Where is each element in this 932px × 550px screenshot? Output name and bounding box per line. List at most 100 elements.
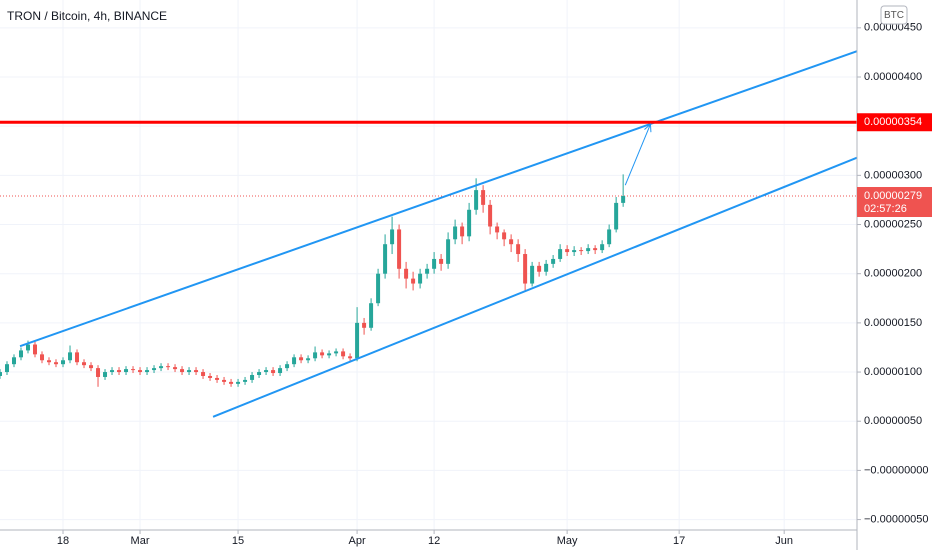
candle-body <box>621 196 626 203</box>
candle-body <box>341 351 346 357</box>
trend-line <box>212 156 857 418</box>
plot-area <box>0 50 857 418</box>
candle-body <box>215 377 220 380</box>
candle-body <box>40 354 45 361</box>
horizontal-line-label-bg <box>857 113 932 132</box>
candle-body <box>75 352 80 363</box>
candle-body <box>474 190 479 210</box>
last-price-label: 0.00000279 <box>864 190 922 202</box>
x-tick-label: Jun <box>775 535 793 547</box>
currency-label: BTC <box>884 10 904 21</box>
candle-body <box>96 368 101 377</box>
candle-body <box>544 263 549 272</box>
candle-body <box>320 352 325 356</box>
candle-body <box>551 258 556 264</box>
y-tick-label: 0.00000300 <box>864 169 922 181</box>
candle-body <box>572 250 577 253</box>
candle-body <box>222 379 227 382</box>
countdown-label: 02:57:26 <box>864 203 907 215</box>
candle-body <box>446 239 451 264</box>
candle-body <box>425 268 430 274</box>
candle-body <box>68 352 73 361</box>
candle-body <box>271 370 276 374</box>
candle-body <box>614 202 619 230</box>
candle-body <box>593 248 598 251</box>
candle-body <box>54 362 59 365</box>
candle-body <box>397 229 402 269</box>
candle-body <box>299 357 304 361</box>
candle-body <box>103 372 108 377</box>
candle-body <box>124 369 129 373</box>
candle-body <box>467 209 472 237</box>
candle-body <box>208 375 213 378</box>
candle-body <box>502 232 507 240</box>
candle-body <box>250 375 255 380</box>
candle-body <box>523 254 528 284</box>
candle-body <box>306 358 311 361</box>
candle-body <box>411 278 416 284</box>
candle-body <box>292 357 297 365</box>
y-tick-label: 0.00000150 <box>864 317 922 329</box>
candle-body <box>19 350 24 358</box>
candle-body <box>180 369 185 373</box>
candle-body <box>537 265 542 272</box>
arrow-head <box>644 123 652 133</box>
currency-badge[interactable] <box>880 5 908 25</box>
candle-body <box>481 190 486 205</box>
candle-body <box>110 370 115 373</box>
candle-body <box>488 204 493 227</box>
candle-body <box>5 364 10 373</box>
candle-body <box>383 244 388 274</box>
y-tick-label: −0.00000000 <box>864 464 929 476</box>
candle-body <box>131 369 136 371</box>
candle-body <box>509 239 514 245</box>
candle-body <box>495 226 500 233</box>
candle-body <box>173 367 178 370</box>
chart-title: TRON / Bitcoin, 4h, BINANCE <box>7 9 167 23</box>
candle-body <box>516 244 521 255</box>
candle-body <box>243 379 248 382</box>
candle-body <box>89 365 94 369</box>
horizontal-line-label: 0.00000354 <box>864 116 922 128</box>
candle-body <box>138 370 143 373</box>
arrow-line <box>624 124 651 186</box>
x-tick-label: 15 <box>232 535 244 547</box>
candle-body <box>369 303 374 328</box>
x-tick-label: Apr <box>349 535 366 547</box>
candle-body <box>61 360 66 365</box>
candle-body <box>579 250 584 252</box>
candle-body <box>390 229 395 245</box>
candle-body <box>12 357 17 365</box>
axes: 0.000004500.000004000.000003500.00000300… <box>57 22 932 547</box>
candle-body <box>586 248 591 252</box>
candle-body <box>166 366 171 368</box>
candle-body <box>0 372 2 376</box>
y-tick-label: 0.00000400 <box>864 71 922 83</box>
candle-body <box>439 258 444 264</box>
candle-body <box>313 352 318 359</box>
candle-body <box>376 273 381 304</box>
candle-body <box>607 229 612 245</box>
y-tick-label: 0.00000450 <box>864 22 922 34</box>
candle-body <box>236 381 241 384</box>
candle-body <box>432 258 437 269</box>
y-tick-label: −0.00000050 <box>864 513 929 525</box>
candle-body <box>334 351 339 354</box>
candle-body <box>565 249 570 253</box>
candle-body <box>600 244 605 251</box>
candle-body <box>460 226 465 237</box>
y-tick-label: 0.00000200 <box>864 268 922 280</box>
y-tick-label: 0.00000100 <box>864 366 922 378</box>
y-tick-label: 0.00000050 <box>864 415 922 427</box>
candle-body <box>82 362 87 366</box>
candle-body <box>257 372 262 376</box>
candle-body <box>194 370 199 373</box>
x-tick-label: 18 <box>57 535 69 547</box>
candle-body <box>159 366 164 369</box>
candle-body <box>327 353 332 356</box>
candle-body <box>117 370 122 373</box>
candle-body <box>33 344 38 355</box>
candle-body <box>453 226 458 240</box>
